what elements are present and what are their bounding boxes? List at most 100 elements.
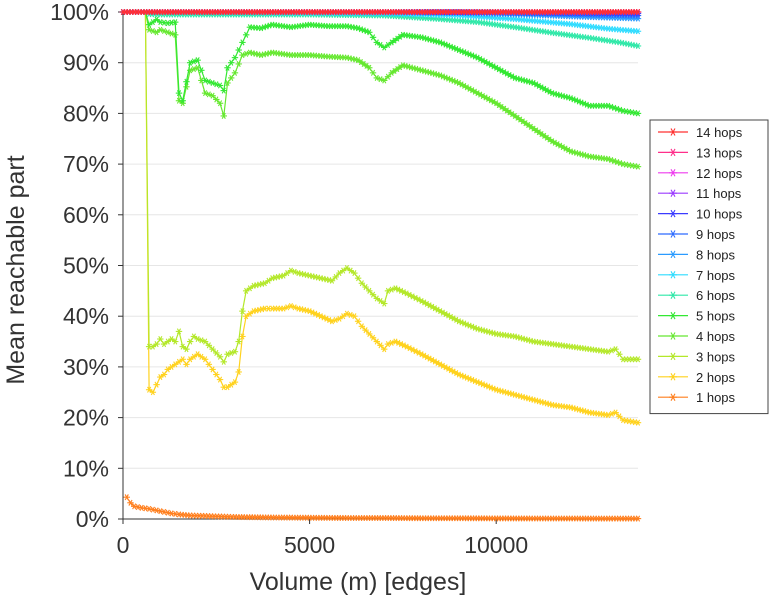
data-point — [175, 328, 183, 335]
data-point — [209, 79, 216, 87]
data-point — [239, 52, 246, 59]
data-point — [351, 313, 358, 320]
data-point — [235, 368, 242, 376]
data-point — [239, 39, 246, 46]
data-point — [213, 371, 220, 378]
data-point — [280, 305, 287, 312]
data-point — [634, 356, 642, 363]
data-point — [616, 413, 623, 420]
x-tick-label: 0 — [117, 532, 130, 558]
data-point — [358, 323, 366, 330]
legend-label: 5 hops — [696, 309, 736, 324]
data-point — [216, 100, 224, 107]
data-point — [216, 82, 224, 89]
data-point — [384, 73, 392, 80]
data-point — [213, 81, 220, 88]
data-point — [224, 351, 231, 358]
data-point — [634, 419, 642, 426]
data-point — [153, 341, 160, 348]
legend-label: 3 hops — [696, 349, 736, 364]
legend-label: 14 hops — [696, 125, 743, 140]
data-point — [287, 267, 295, 274]
tick-labels: 0% 10% 20% 30% 40% 50% 60% 70% 80% 90% 100% 0 5000 10… — [50, 0, 528, 558]
data-point — [384, 287, 392, 294]
data-point — [183, 361, 190, 368]
data-point — [362, 284, 369, 291]
series-line — [123, 11, 638, 363]
data-point — [242, 31, 250, 38]
data-point — [194, 335, 201, 343]
data-point — [616, 351, 623, 358]
legend-label: 4 hops — [696, 329, 736, 344]
data-point — [153, 507, 160, 514]
data-point — [228, 59, 235, 66]
data-point — [209, 92, 216, 99]
data-point — [366, 287, 373, 294]
y-tick-label: 10% — [63, 455, 109, 481]
data-point — [198, 337, 205, 344]
data-point — [381, 300, 388, 307]
data-point — [239, 333, 246, 340]
data-point — [213, 349, 220, 357]
data-point — [351, 270, 358, 277]
data-point — [205, 91, 213, 98]
data-point — [381, 77, 388, 84]
data-point — [201, 338, 209, 345]
data-point — [145, 505, 153, 512]
data-point — [205, 361, 213, 368]
y-tick-label: 80% — [63, 100, 109, 126]
data-point — [612, 346, 619, 353]
data-point — [183, 346, 190, 353]
data-point — [235, 338, 242, 345]
data-point — [160, 508, 168, 515]
data-point — [347, 311, 354, 318]
data-point — [231, 348, 239, 355]
data-point — [235, 46, 242, 54]
data-point — [164, 509, 171, 516]
data-point — [287, 303, 295, 310]
series-line — [123, 11, 639, 424]
data-point — [213, 96, 220, 103]
data-point — [384, 341, 392, 348]
data-point — [168, 30, 175, 37]
data-point — [231, 69, 239, 76]
legend-label: 13 hops — [696, 145, 743, 160]
data-point — [179, 100, 186, 107]
data-point — [242, 50, 250, 57]
y-tick-label: 30% — [63, 354, 109, 380]
legend: 14 hops 13 hops 12 hops 11 hops 10 hops 9 hop… — [649, 119, 769, 415]
data-point — [145, 26, 153, 33]
data-point — [354, 275, 362, 282]
data-point — [160, 371, 168, 378]
data-point — [608, 347, 616, 354]
data-point — [134, 504, 142, 511]
legend-label: 9 hops — [696, 227, 736, 242]
legend-label: 10 hops — [696, 207, 743, 222]
data-point — [209, 366, 216, 373]
data-point — [369, 69, 377, 76]
x-tick-label: 10000 — [464, 532, 528, 558]
y-tick-label: 40% — [63, 303, 109, 329]
data-point — [216, 376, 224, 383]
legend-label: 6 hops — [696, 288, 736, 303]
data-point — [231, 54, 239, 61]
y-tick-label: 90% — [63, 50, 109, 76]
data-point — [228, 349, 235, 357]
data-point — [354, 318, 362, 325]
data-point — [123, 494, 130, 501]
data-point — [153, 381, 160, 388]
data-point — [157, 335, 164, 343]
data-point — [369, 291, 377, 298]
data-point — [231, 379, 239, 386]
x-tick-label: 5000 — [284, 532, 335, 558]
data-point — [205, 78, 213, 85]
data-point — [377, 342, 384, 349]
data-point — [228, 74, 235, 81]
series-3-hops — [119, 8, 642, 365]
data-point — [239, 308, 246, 315]
data-point — [201, 356, 209, 363]
data-point — [373, 338, 380, 345]
data-point — [369, 34, 377, 41]
data-point — [205, 342, 213, 349]
